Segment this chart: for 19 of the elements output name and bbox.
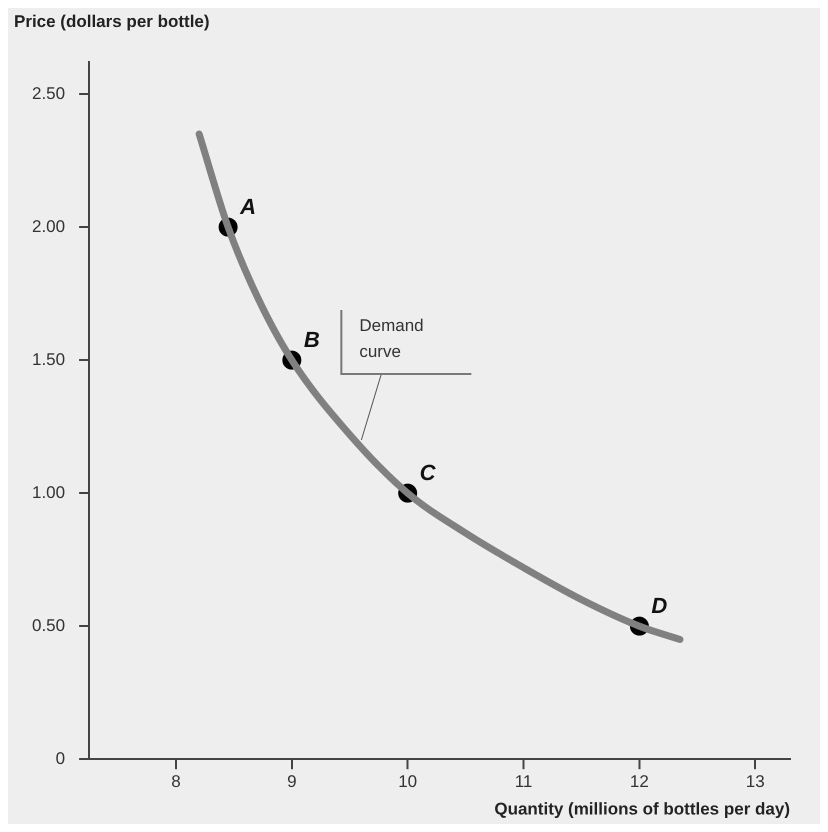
y-tick-label: 2.50 bbox=[32, 84, 66, 103]
annotation: D bbox=[651, 593, 668, 618]
annotation: Demand curve bbox=[359, 316, 424, 362]
annotation: A bbox=[239, 194, 256, 220]
x-tick-label: 8 bbox=[171, 772, 181, 792]
x-tick-label: 12 bbox=[630, 772, 649, 792]
x-axis-title: Quantity (millions of bottles per day) bbox=[494, 799, 790, 818]
annotation: B bbox=[304, 327, 320, 352]
y-tick-label: 1.00 bbox=[32, 482, 66, 502]
x-tick-label: 10 bbox=[398, 772, 418, 792]
x-tick-label: 13 bbox=[746, 772, 765, 792]
y-axis-title: Price (dollars per bottle) bbox=[13, 11, 211, 33]
y-tick-label: 0.50 bbox=[32, 616, 66, 635]
y-tick-label: 0 bbox=[56, 748, 66, 768]
y-tick-label: 1.50 bbox=[32, 350, 66, 369]
annotation: C bbox=[420, 460, 437, 486]
x-tick-label: 11 bbox=[514, 772, 532, 792]
x-tick-label: 9 bbox=[287, 772, 297, 792]
y-tick-label: 2.00 bbox=[32, 216, 66, 236]
